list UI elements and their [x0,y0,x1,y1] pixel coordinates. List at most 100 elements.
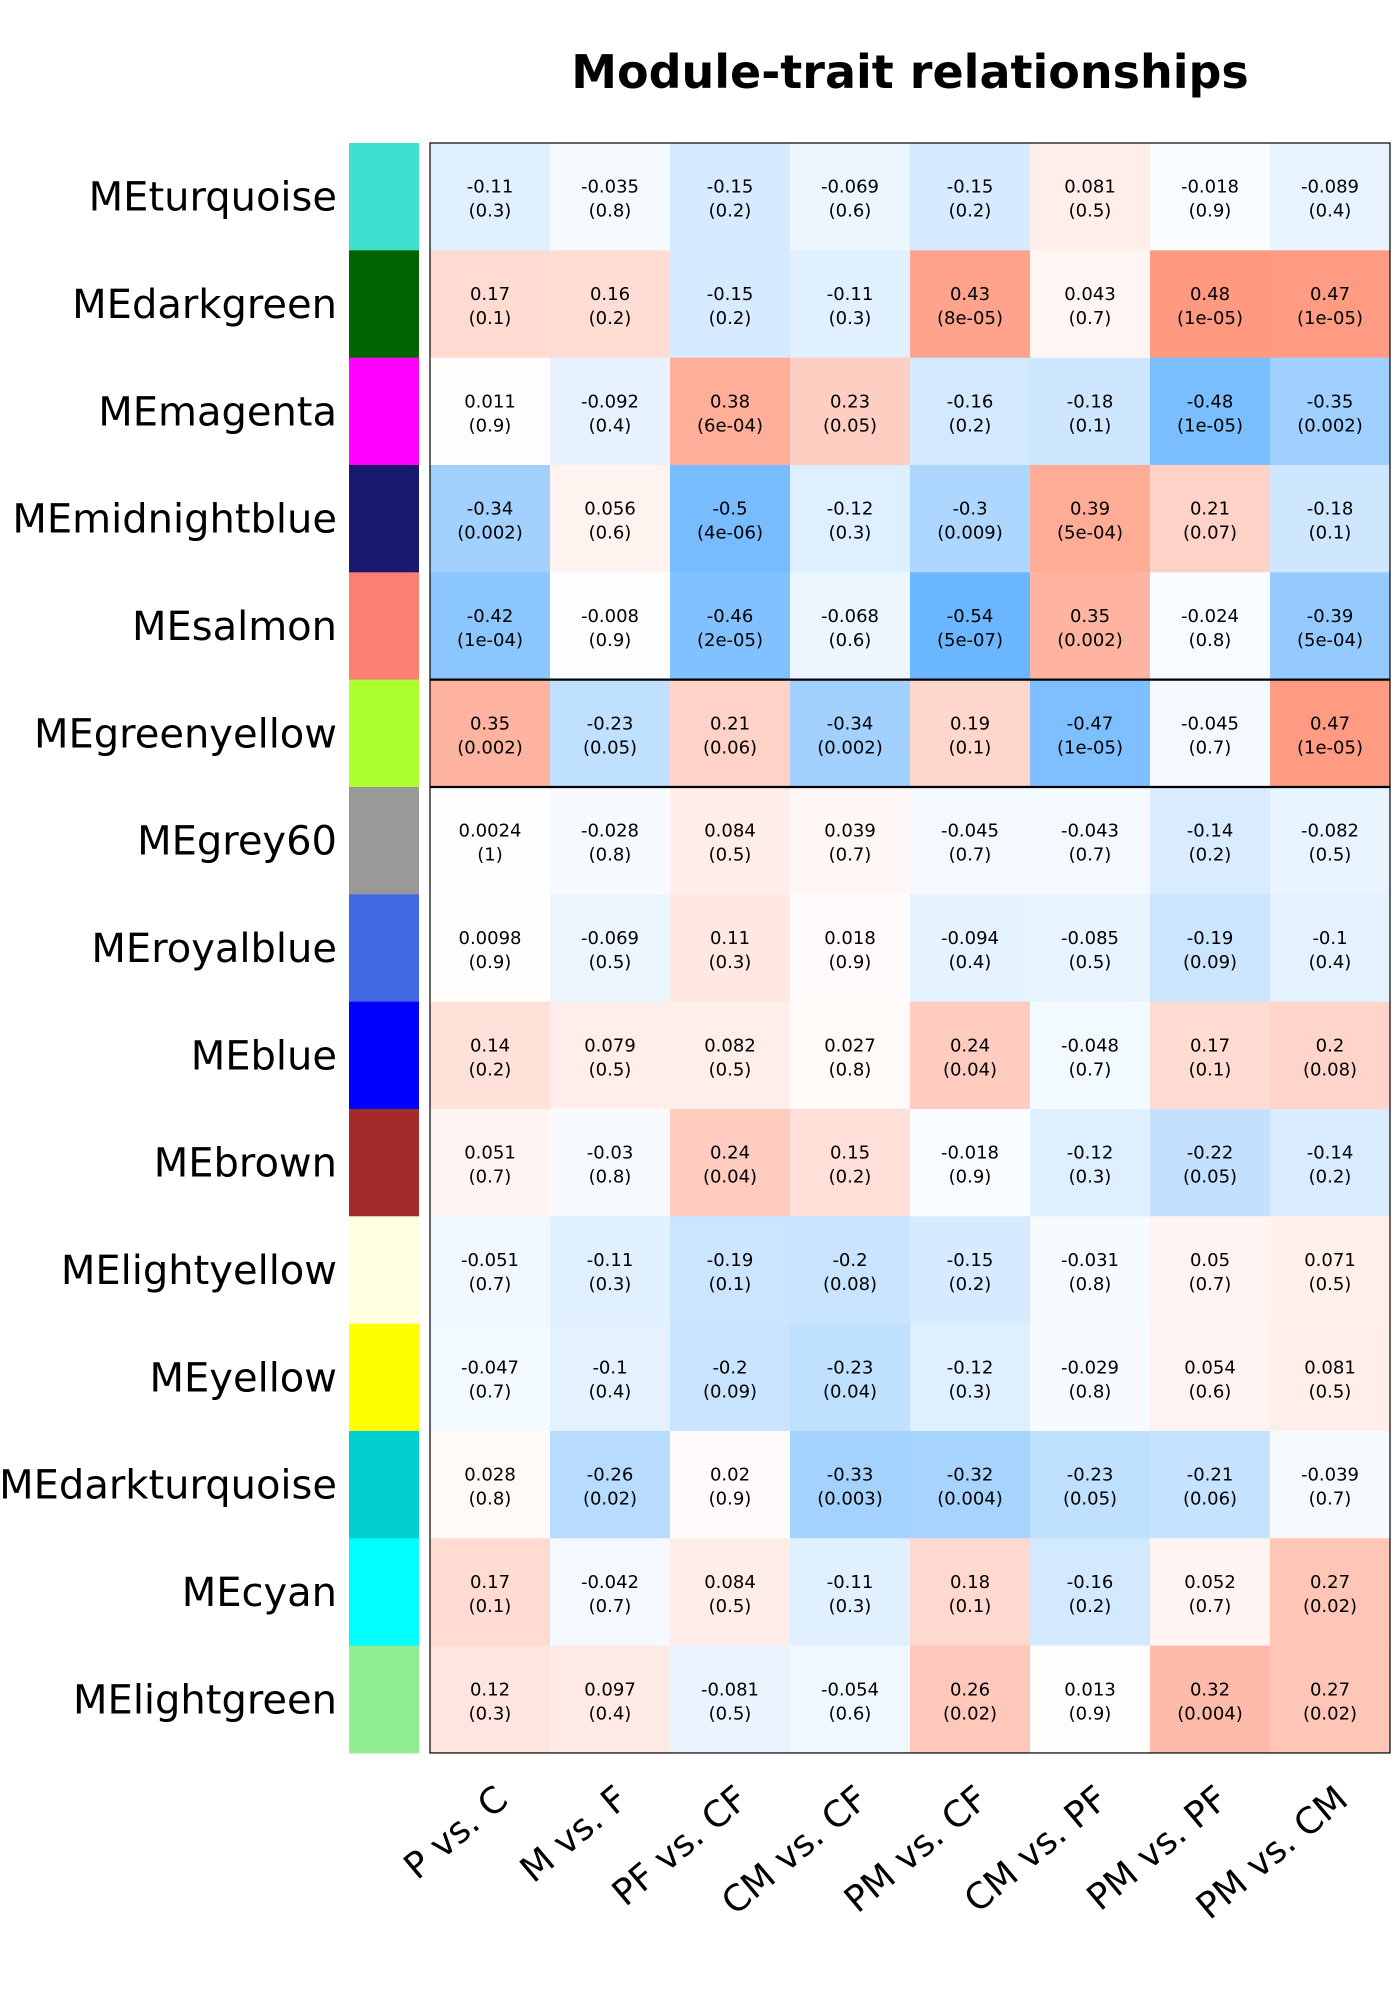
cell [1270,143,1391,251]
cell-pvalue: (0.9) [589,630,632,651]
cell-pvalue: (0.04) [703,1167,757,1188]
cell [550,357,671,466]
cell-pvalue: (0.1) [1309,523,1352,544]
cell [1270,250,1391,359]
cell [670,786,791,895]
swatch-MEdarkturquoise [349,1430,419,1539]
cell [910,572,1031,681]
cell [790,1108,911,1217]
cell-correlation: -0.2 [712,1357,747,1378]
cell-pvalue: (1e-05) [1177,415,1243,436]
cell-correlation: -0.33 [827,1465,874,1486]
cell-pvalue: (0.3) [829,1596,872,1617]
cell [1150,1001,1271,1110]
cell-pvalue: (0.9) [469,415,512,436]
cell-correlation: -0.039 [1301,1465,1359,1486]
cell-correlation: -0.024 [1181,606,1239,627]
cell-correlation: -0.051 [461,1250,519,1271]
cell-pvalue: (0.004) [1177,1703,1243,1724]
row-label-MElightyellow: MElightyellow [61,1248,337,1294]
cell-pvalue: (0.04) [943,1059,997,1080]
cell [550,250,671,359]
row-label-MEsalmon: MEsalmon [132,604,337,650]
cell-pvalue: (0.02) [583,1489,637,1510]
cell-correlation: 0.26 [950,1679,990,1700]
cell-pvalue: (0.05) [1183,1167,1237,1188]
cell [1030,464,1151,573]
cell-correlation: 0.051 [464,1143,516,1164]
cell [550,1538,671,1647]
swatch-MEyellow [349,1323,419,1432]
swatch-MEbrown [349,1108,419,1217]
cell-pvalue: (0.6) [829,201,872,222]
cell-pvalue: (0.2) [829,1167,872,1188]
cell [1270,1645,1391,1754]
cell-pvalue: (0.2) [949,415,992,436]
cell-correlation: -0.068 [821,606,879,627]
cell-correlation: 0.21 [1190,499,1230,520]
cell-pvalue: (0.4) [1309,201,1352,222]
cell [430,1430,551,1539]
cell-correlation: -0.018 [1181,177,1239,198]
cell [430,1323,551,1432]
cell-pvalue: (0.5) [1309,1381,1352,1402]
cell-correlation: 0.35 [1070,606,1110,627]
cell-pvalue: (0.6) [589,523,632,544]
cell-correlation: -0.1 [1312,928,1347,949]
cell [1030,679,1151,788]
cell-pvalue: (0.1) [469,1596,512,1617]
cell [670,464,791,573]
cell-pvalue: (5e-07) [937,630,1003,651]
swatch-MElightgreen [349,1645,419,1754]
swatch-MEcyan [349,1538,419,1647]
cell-pvalue: (0.002) [1057,630,1123,651]
cell-pvalue: (0.6) [1189,1381,1232,1402]
cell [1030,1001,1151,1110]
cell [550,1216,671,1325]
cell [910,1430,1031,1539]
cell-pvalue: (0.8) [1069,1274,1112,1295]
cell [550,894,671,1003]
cell [790,143,911,251]
cell-correlation: -0.34 [467,499,514,520]
cell [790,1645,911,1754]
cell-correlation: -0.018 [941,1143,999,1164]
cell [550,1323,671,1432]
cell-correlation: 0.27 [1310,1679,1350,1700]
cell-pvalue: (0.5) [589,1059,632,1080]
cell-correlation: -0.14 [1307,1143,1354,1164]
column-label: P vs. C [397,1778,516,1887]
cell-pvalue: (0.7) [469,1274,512,1295]
row-label-MEroyalblue: MEroyalblue [91,926,337,972]
cell-correlation: 0.23 [830,391,870,412]
cell-pvalue: (0.2) [949,201,992,222]
cell-correlation: -0.043 [1061,821,1119,842]
cell [1270,1216,1391,1325]
cell-correlation: 0.24 [950,1035,990,1056]
cell-correlation: -0.18 [1307,499,1354,520]
cell-pvalue: (0.7) [469,1381,512,1402]
cell-correlation: -0.42 [467,606,514,627]
cell-correlation: 0.054 [1184,1357,1236,1378]
cell [430,572,551,681]
cell-correlation: 0.12 [470,1679,510,1700]
cell-pvalue: (5e-04) [1057,523,1123,544]
cell [550,143,671,251]
cell-pvalue: (0.4) [589,1703,632,1724]
cell-pvalue: (0.6) [829,630,872,651]
cell-correlation: 0.084 [704,1572,756,1593]
cell-correlation: -0.094 [941,928,999,949]
swatch-MEgrey60 [349,786,419,895]
cell-pvalue: (0.7) [1189,1274,1232,1295]
cell-correlation: 0.24 [710,1143,750,1164]
cell-pvalue: (1e-05) [1057,737,1123,758]
cell-correlation: -0.054 [821,1679,879,1700]
cell-pvalue: (0.05) [583,737,637,758]
cell-pvalue: (0.9) [1069,1703,1112,1724]
cell-correlation: -0.32 [947,1465,994,1486]
cell [430,357,551,466]
cell-pvalue: (0.2) [949,1274,992,1295]
cell [910,1108,1031,1217]
cell-pvalue: (6e-04) [697,415,763,436]
